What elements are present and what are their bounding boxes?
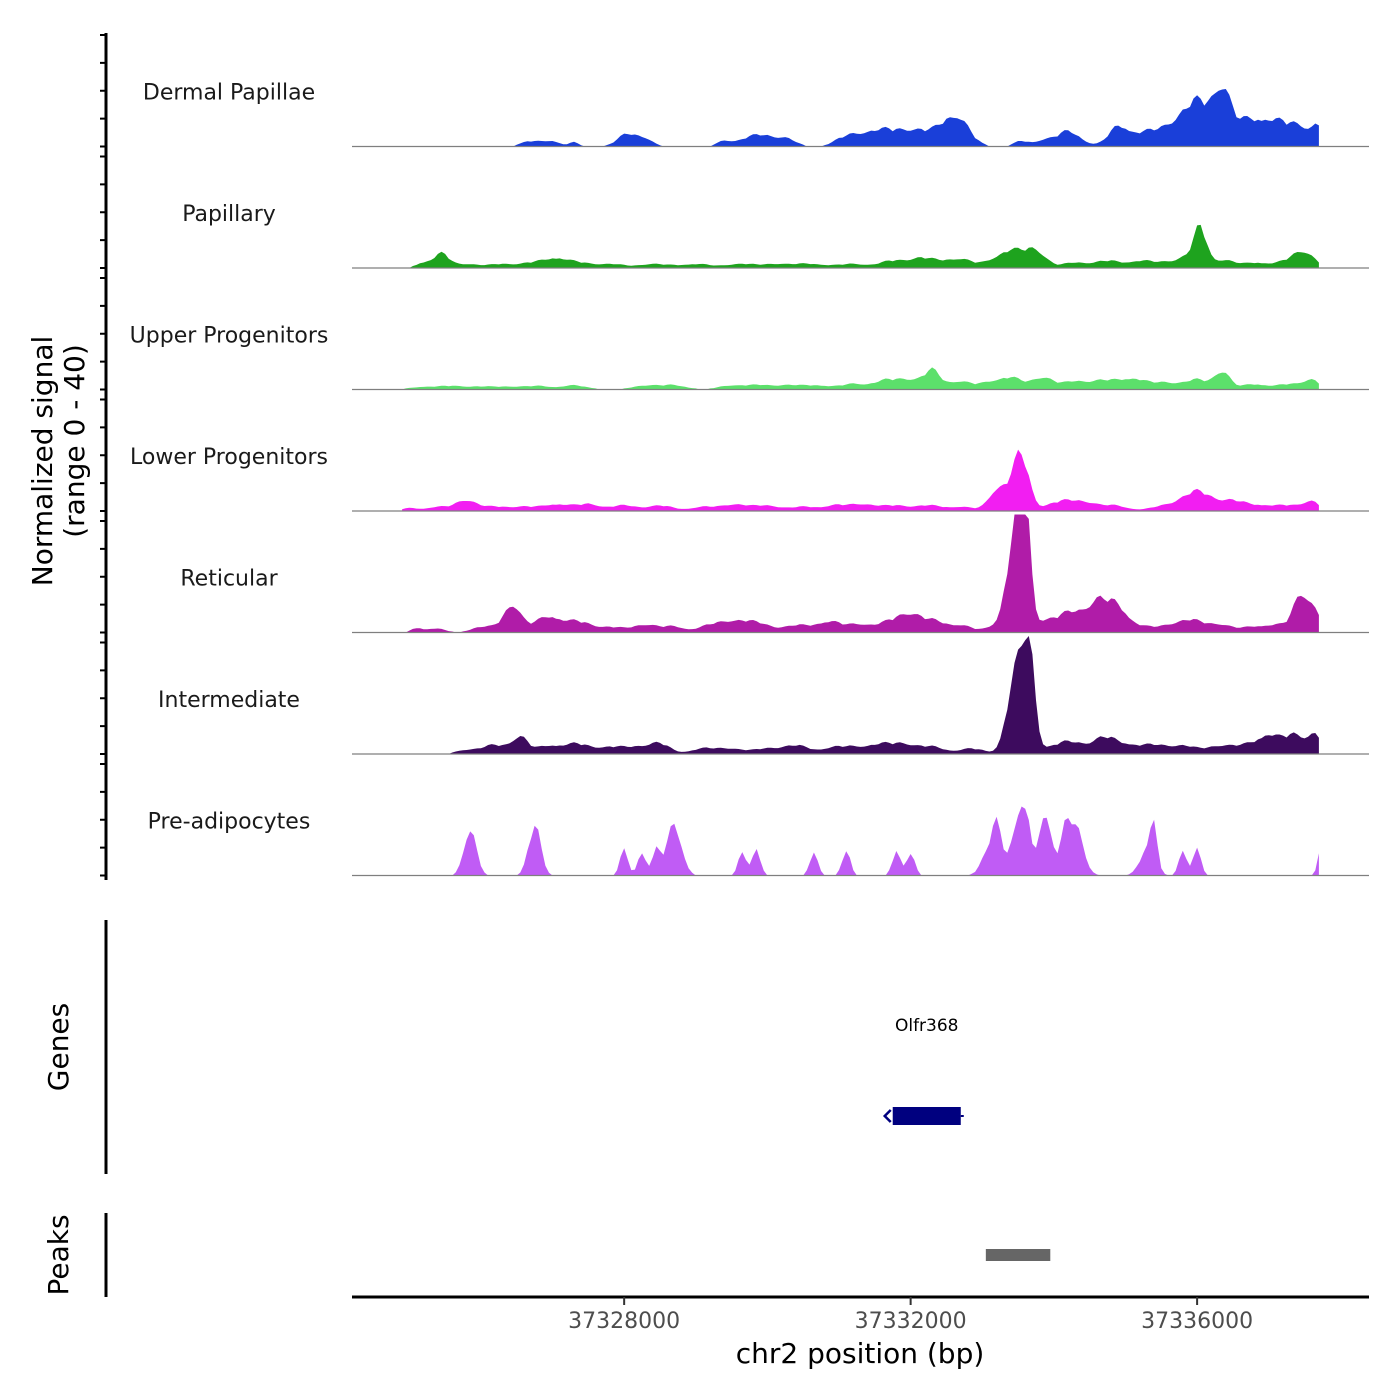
gene-body	[892, 1107, 961, 1125]
x-tick-label: 37336000	[1141, 1309, 1253, 1334]
track-label: Dermal Papillae	[143, 81, 315, 106]
peaks-panel: Peaks	[42, 1213, 1051, 1297]
x-axis-title: chr2 position (bp)	[736, 1337, 985, 1370]
signal-area	[402, 806, 1319, 876]
track-papillary: Papillary	[182, 202, 1369, 269]
coverage-tracks: Dermal Papillae Papillary Upper Progenitor…	[100, 33, 1369, 880]
x-tick-label: 37328000	[568, 1309, 680, 1334]
signal-area	[402, 449, 1319, 511]
genes-panel: Genes Olfr368	[42, 920, 964, 1174]
peak-region	[985, 1249, 1051, 1261]
x-axis: chr2 position (bp) 37328000 37332000 37336…	[352, 1295, 1369, 1370]
genes-panel-title: Genes	[42, 1003, 75, 1091]
track-pre-adipocytes: Pre-adipocytes	[148, 806, 1369, 877]
signal-area	[402, 636, 1319, 754]
y-axis-title: Normalized signal (range 0 - 40)	[26, 336, 91, 587]
track-intermediate: Intermediate	[158, 636, 1369, 755]
y-axis-title-line2: (range 0 - 40)	[58, 344, 91, 538]
gene-label: Olfr368	[895, 1016, 959, 1036]
track-label: Upper Progenitors	[130, 324, 329, 349]
track-label: Intermediate	[158, 688, 300, 713]
signal-area	[402, 89, 1319, 147]
track-label: Pre-adipocytes	[148, 810, 311, 835]
y-axis-title-line1: Normalized signal	[26, 336, 59, 587]
track-dermal-papillae: Dermal Papillae	[143, 81, 1369, 148]
track-upper-progenitors: Upper Progenitors	[130, 324, 1369, 391]
signal-area	[402, 514, 1319, 633]
track-label: Lower Progenitors	[130, 445, 328, 470]
signal-area	[402, 224, 1319, 268]
track-label: Reticular	[180, 567, 278, 592]
signal-area	[402, 367, 1319, 390]
track-lower-progenitors: Lower Progenitors	[130, 445, 1369, 512]
track-reticular: Reticular	[180, 514, 1369, 634]
track-label: Papillary	[182, 202, 276, 227]
peaks-panel-title: Peaks	[42, 1214, 75, 1295]
strand-arrow-icon	[882, 1109, 892, 1123]
x-tick-label: 37332000	[855, 1309, 967, 1334]
